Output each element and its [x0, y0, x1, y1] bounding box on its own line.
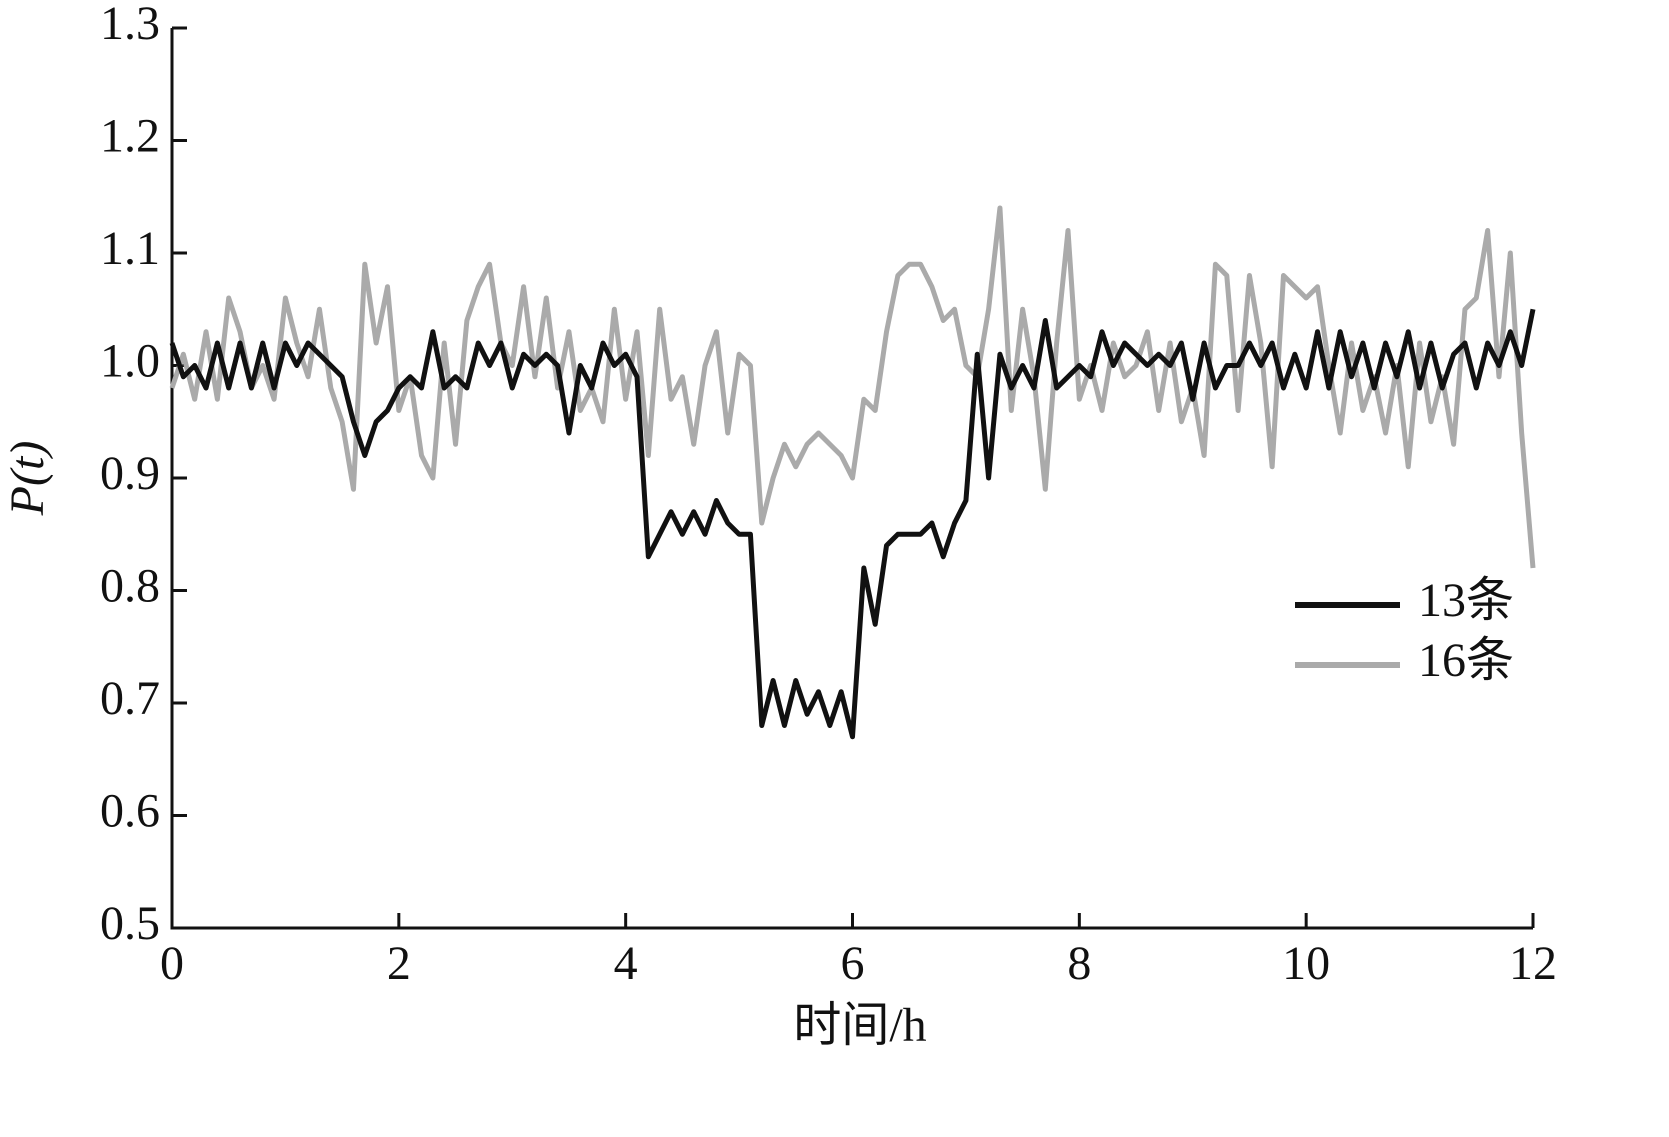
- x-axis-label: 时间/h: [793, 999, 926, 1052]
- x-tick-label: 6: [841, 937, 865, 990]
- x-tick-label: 8: [1067, 937, 1091, 990]
- series-line: [169, 205, 1536, 569]
- x-tick-label: 10: [1282, 937, 1330, 990]
- y-tick-label: 0.5: [100, 897, 160, 950]
- x-tick-label: 2: [387, 937, 411, 990]
- y-tick-label: 1.2: [100, 110, 160, 163]
- x-tick-label: 12: [1509, 937, 1557, 990]
- legend-label: 16条: [1418, 634, 1514, 687]
- y-tick-label: 0.8: [100, 560, 160, 613]
- legend-label: 13条: [1418, 574, 1514, 627]
- series-line: [169, 308, 1536, 740]
- y-tick-label: 1.3: [100, 0, 160, 50]
- y-tick-label: 1.1: [100, 222, 160, 275]
- y-tick-label: 1.0: [100, 335, 160, 388]
- y-tick-label: 0.6: [100, 785, 160, 838]
- x-tick-label: 4: [614, 937, 638, 990]
- y-axis-label: P(t): [1, 441, 54, 517]
- y-tick-label: 0.7: [100, 672, 160, 725]
- y-tick-label: 0.9: [100, 447, 160, 500]
- x-tick-label: 0: [160, 937, 184, 990]
